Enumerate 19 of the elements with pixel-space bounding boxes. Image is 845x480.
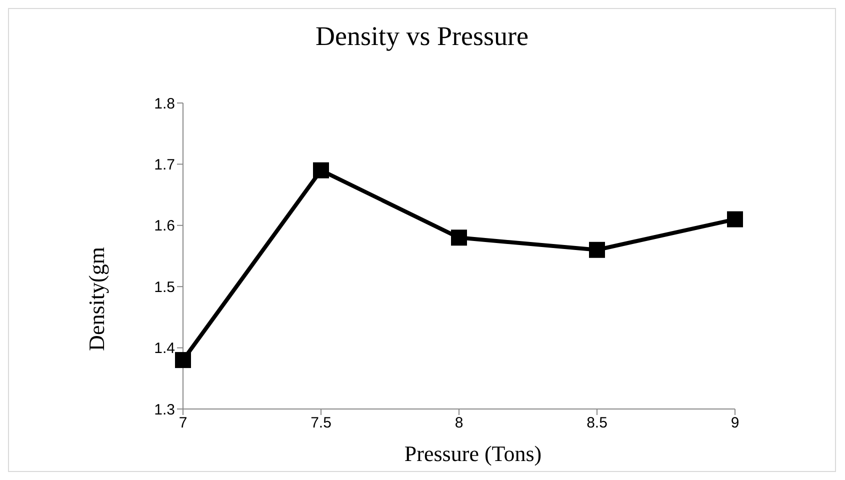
y-tick-label: 1.6 bbox=[154, 218, 175, 235]
y-axis-title: Density(gm bbox=[84, 247, 110, 351]
x-tick-label: 7.5 bbox=[310, 414, 332, 432]
point bbox=[727, 211, 743, 228]
x-tick-label: 9 bbox=[730, 414, 740, 432]
y-tick-label: 1.7 bbox=[154, 156, 175, 174]
point bbox=[451, 230, 467, 246]
x-tick-label: 7 bbox=[178, 414, 188, 432]
point bbox=[589, 242, 605, 258]
y-tick-label: 1.4 bbox=[154, 340, 175, 358]
x-axis-title: Pressure (Tons) bbox=[403, 441, 543, 467]
chart-title: Density vs Pressure bbox=[314, 21, 530, 52]
y-tick-label: 1.5 bbox=[154, 278, 175, 296]
point bbox=[175, 352, 191, 368]
x-tick-label: 8.5 bbox=[586, 414, 608, 432]
y-tick-label: 1.3 bbox=[154, 401, 175, 418]
y-tick-label: 1.8 bbox=[154, 95, 175, 112]
x-tick-label: 8 bbox=[454, 414, 464, 432]
point bbox=[313, 162, 329, 178]
